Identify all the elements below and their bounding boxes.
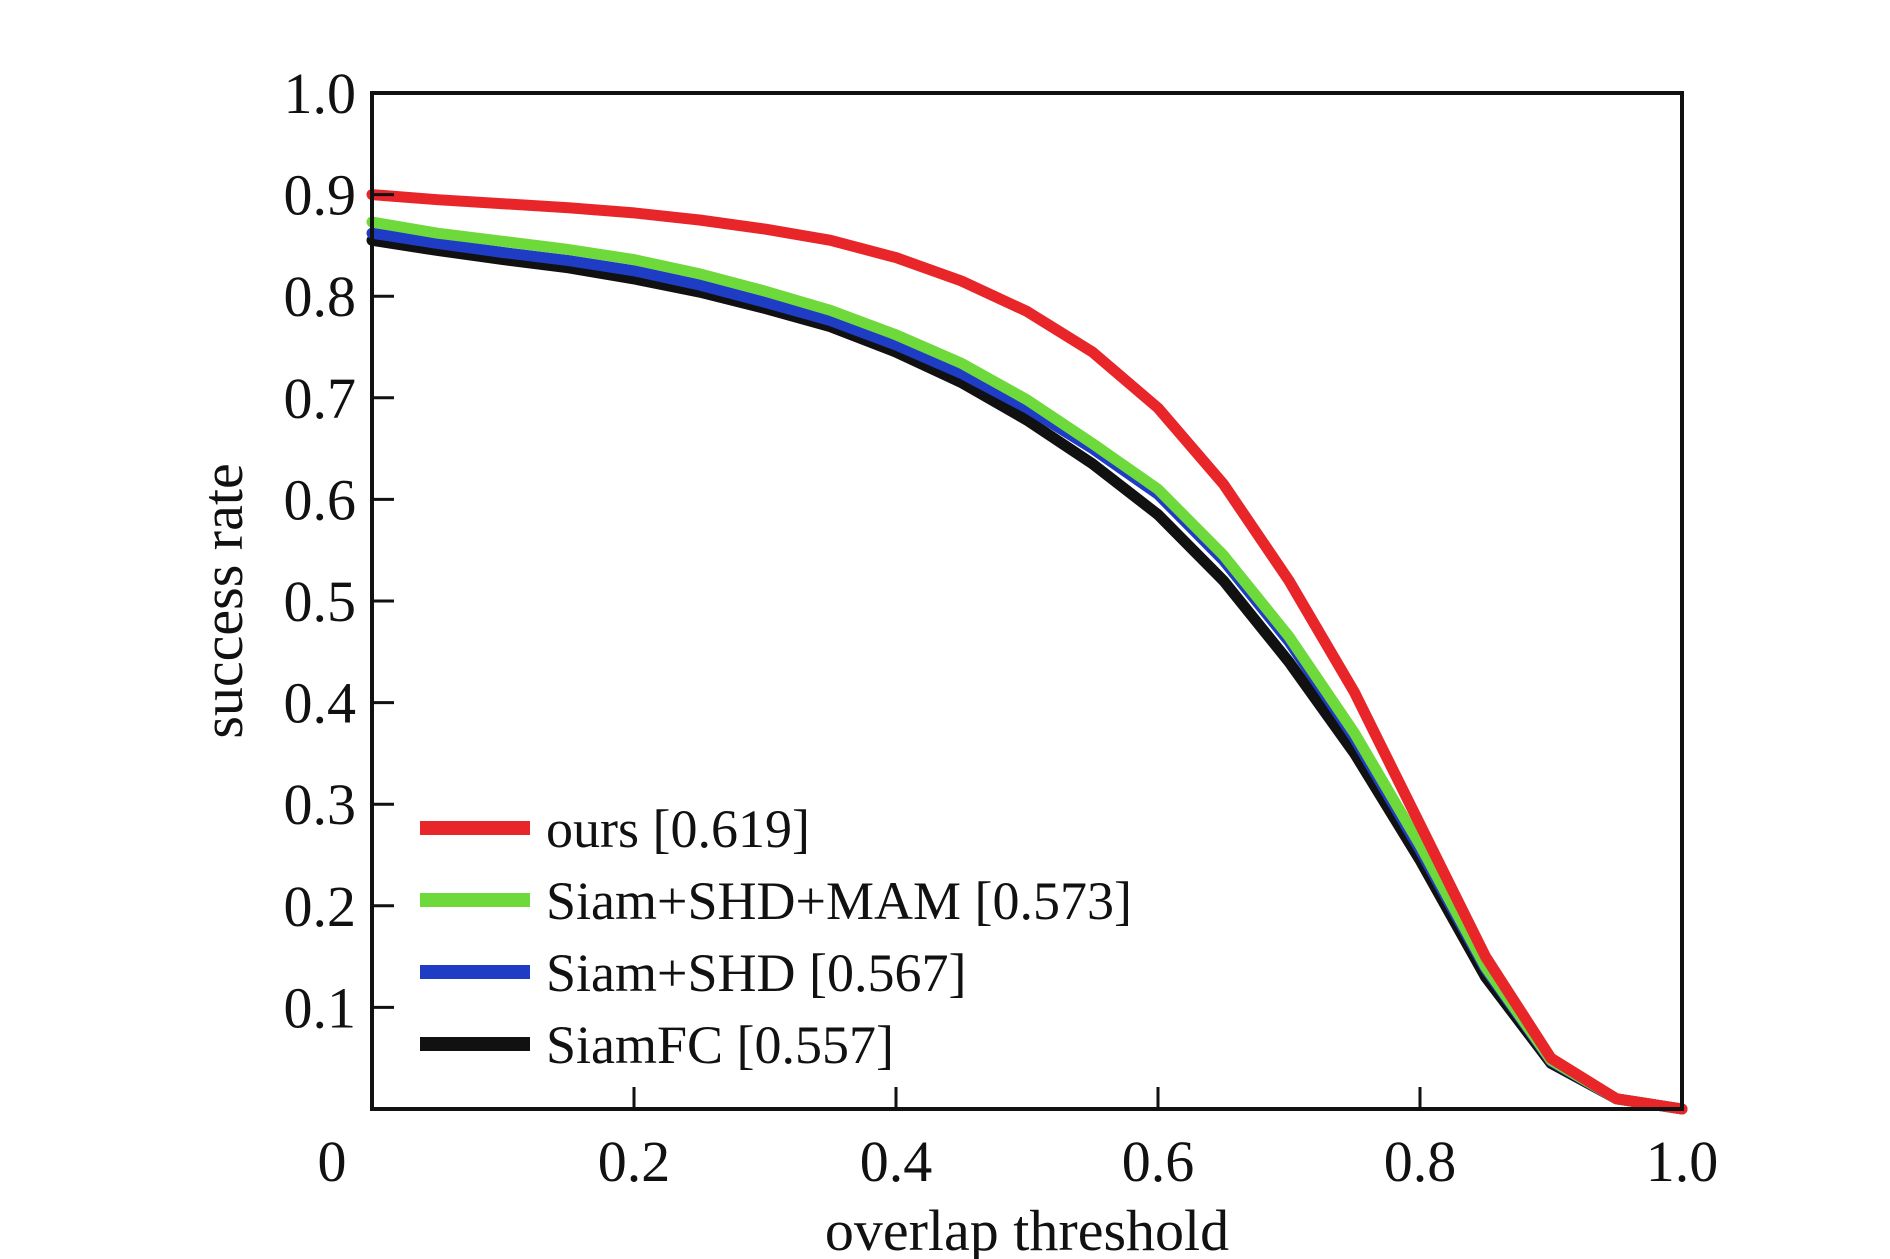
x-tick-label: 0 xyxy=(318,1129,347,1194)
axis-ticks xyxy=(372,91,1422,1109)
legend-label: Siam+SHD [0.567] xyxy=(546,943,966,1003)
y-tick-label: 0.8 xyxy=(284,264,357,329)
x-tick-label: 0.2 xyxy=(598,1129,671,1194)
y-tick-label: 0.3 xyxy=(284,772,357,837)
y-axis-label: success rate xyxy=(190,463,255,738)
series-line-0 xyxy=(366,189,1688,1115)
legend-label: SiamFC [0.557] xyxy=(546,1015,894,1075)
legend: ours [0.619] Siam+SHD+MAM [0.573] Siam+SHD… xyxy=(420,799,1132,1075)
y-tick-label: 0.5 xyxy=(284,569,357,634)
y-tick-label: 0.7 xyxy=(284,366,357,431)
tick-labels: 0.1 0.2 0.3 0.4 0.5 0.6 0.7 0.8 0.9 1.0 0 0.2 0.4 0.6… xyxy=(284,61,1719,1194)
x-tick-label: 0.6 xyxy=(1122,1129,1195,1194)
y-tick-label: 0.6 xyxy=(284,467,357,532)
y-tick-label: 0.2 xyxy=(284,874,357,939)
y-tick-label: 1.0 xyxy=(284,61,357,126)
y-tick-label: 0.1 xyxy=(284,975,357,1040)
x-tick-label: 0.8 xyxy=(1384,1129,1457,1194)
series-line-1 xyxy=(366,216,1688,1115)
x-axis-label: overlap threshold xyxy=(825,1198,1229,1259)
legend-label: ours [0.619] xyxy=(546,799,810,859)
x-tick-label: 0.4 xyxy=(860,1129,933,1194)
plot-curves xyxy=(366,189,1688,1115)
legend-label: Siam+SHD+MAM [0.573] xyxy=(546,871,1132,931)
y-tick-label: 0.9 xyxy=(284,163,357,228)
y-tick-label: 0.4 xyxy=(284,671,357,736)
x-tick-label: 1.0 xyxy=(1646,1129,1719,1194)
